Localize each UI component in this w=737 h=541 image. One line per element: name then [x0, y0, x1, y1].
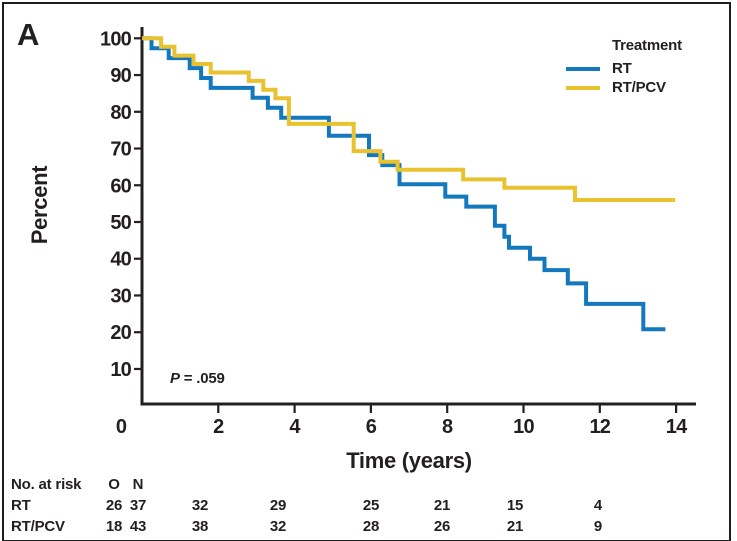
risk-count: 29	[269, 497, 287, 514]
x-tick-label: 4	[289, 416, 301, 438]
risk-count: 25	[362, 497, 380, 514]
y-tick-label: 30	[110, 285, 131, 307]
x-axis-title: Time (years)	[346, 448, 472, 473]
y-tick-label: 90	[110, 65, 131, 87]
risk-events-count: 26	[105, 497, 123, 514]
y-tick-label: 70	[110, 139, 131, 161]
rt-line-swatch	[566, 66, 600, 71]
y-tick-label: 80	[110, 102, 131, 124]
legend-label-rt: RT	[612, 60, 632, 77]
risk-col-header-total: N	[132, 476, 144, 493]
x-tick-label: 10	[513, 416, 534, 438]
risk-table-title: No. at risk	[11, 476, 82, 493]
x-tick-label: 0	[116, 416, 127, 438]
y-tick-label: 100	[100, 28, 132, 50]
risk-count: 38	[191, 518, 209, 535]
p-value-annotation: P = .059	[170, 370, 225, 387]
series-curve-rt-pcv	[142, 36, 675, 202]
risk-count: 28	[362, 518, 380, 535]
panel-label: A	[17, 17, 40, 52]
x-tick-label: 2	[213, 416, 224, 438]
p-value-text: = .059	[179, 370, 225, 387]
risk-count: 32	[191, 497, 209, 514]
p-symbol: P	[170, 370, 180, 387]
risk-col-header-events: O	[108, 476, 120, 493]
risk-count: 4	[593, 497, 603, 514]
legend-item-rtpcv: RT/PCV	[566, 79, 666, 96]
y-tick-label: 40	[110, 249, 131, 271]
y-tick-label: 20	[110, 322, 131, 344]
risk-count: 26	[433, 518, 451, 535]
risk-count: 32	[269, 518, 287, 535]
legend-title: Treatment	[612, 37, 682, 54]
x-tick-label: 14	[666, 416, 688, 438]
rtpcv-line-swatch	[566, 85, 600, 90]
y-tick-label: 60	[110, 175, 131, 197]
legend-label-rtpcv: RT/PCV	[612, 79, 666, 96]
x-tick-label: 8	[442, 416, 453, 438]
risk-total-count: 37	[129, 497, 147, 514]
y-tick-label: 50	[110, 212, 131, 234]
y-tick-label: 10	[110, 359, 131, 381]
legend-item-rt: RT	[566, 60, 632, 77]
x-tick-label: 6	[366, 416, 377, 438]
y-axis-title: Percent	[27, 165, 52, 245]
series-curve-rt	[142, 36, 666, 332]
risk-count: 21	[506, 518, 524, 535]
risk-row-label: RT/PCV	[11, 518, 65, 535]
x-tick-label: 12	[589, 416, 610, 438]
risk-total-count: 43	[129, 518, 147, 535]
risk-count: 9	[593, 518, 603, 535]
risk-events-count: 18	[105, 518, 123, 535]
risk-count: 15	[506, 497, 524, 514]
risk-count: 21	[433, 497, 451, 514]
risk-row-label: RT	[11, 497, 31, 514]
